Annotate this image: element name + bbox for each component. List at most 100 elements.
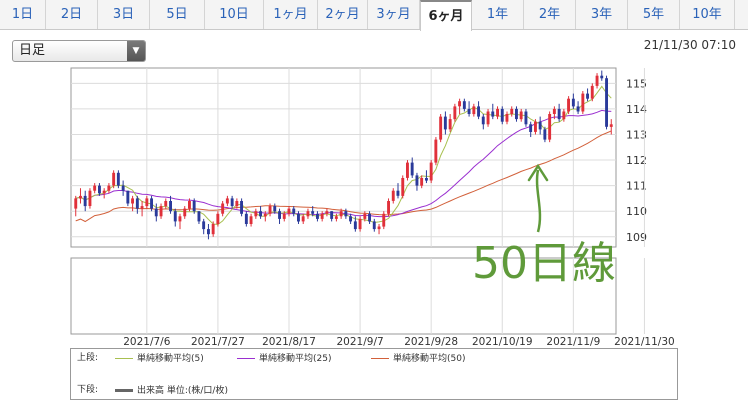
candle-body bbox=[391, 190, 395, 201]
y-tick-label: 110 bbox=[626, 205, 647, 218]
tab-8[interactable]: 3ヶ月 bbox=[368, 0, 420, 29]
x-tick-label: 2021/7/6 bbox=[123, 336, 170, 348]
candle-body bbox=[254, 211, 258, 217]
candle-period-select[interactable]: 日足 ▼ bbox=[12, 40, 146, 62]
candle-body bbox=[339, 211, 343, 217]
y-tick-label: 114 bbox=[626, 103, 647, 116]
candle-body bbox=[316, 213, 319, 219]
candle-body bbox=[102, 190, 106, 194]
candle-body bbox=[510, 108, 514, 114]
legend-ma50-swatch bbox=[371, 358, 389, 359]
candle-body bbox=[396, 190, 400, 196]
candle-body bbox=[169, 201, 172, 212]
x-tick-label: 2021/9/7 bbox=[337, 336, 384, 348]
candle-body bbox=[448, 119, 452, 130]
candle-body bbox=[192, 201, 196, 212]
tab-5[interactable]: 10日 bbox=[205, 0, 264, 29]
candle-body bbox=[173, 211, 177, 222]
candle-body bbox=[590, 85, 594, 99]
candle-body bbox=[107, 185, 111, 191]
candle-body bbox=[268, 206, 272, 214]
annotation-arrow-shaft bbox=[535, 169, 542, 233]
candle-body bbox=[74, 198, 78, 209]
candle-body bbox=[249, 216, 253, 224]
x-tick-label: 2021/10/19 bbox=[472, 336, 533, 348]
candle-body bbox=[116, 172, 120, 186]
chart-legend: 上段: 単純移動平均(5) 単純移動平均(25) 単純移動平均(50) 下段: … bbox=[70, 348, 678, 400]
candle-body bbox=[297, 213, 300, 222]
tab-11[interactable]: 2年 bbox=[524, 0, 576, 29]
y-tick-label: 112 bbox=[626, 154, 647, 167]
candle-body bbox=[543, 129, 547, 140]
y-tick-label: 113 bbox=[626, 128, 647, 141]
tab-10[interactable]: 1年 bbox=[472, 0, 524, 29]
tab-6[interactable]: 1ヶ月 bbox=[264, 0, 318, 29]
x-tick-label: 2021/9/28 bbox=[404, 336, 458, 348]
legend-upper-row: 上段: bbox=[77, 351, 98, 365]
candle-body bbox=[439, 116, 443, 140]
x-tick-label: 2021/11/30 bbox=[614, 336, 675, 348]
annotation-arrow-head bbox=[527, 163, 549, 182]
candle-body bbox=[552, 108, 556, 114]
candle-body bbox=[557, 108, 561, 120]
candle-body bbox=[235, 201, 239, 207]
candle-body bbox=[121, 185, 125, 191]
candle-body bbox=[429, 162, 433, 181]
tab-13[interactable]: 5年 bbox=[628, 0, 680, 29]
y-tick-label: 109 bbox=[626, 231, 647, 244]
tab-3[interactable]: 3日 bbox=[98, 0, 150, 29]
candle-body bbox=[301, 216, 305, 222]
candle-body bbox=[434, 139, 438, 163]
candle-body bbox=[467, 108, 471, 114]
tab-1[interactable]: 1日 bbox=[0, 0, 46, 29]
legend-lower-label: 下段: bbox=[77, 385, 99, 395]
candle-body bbox=[278, 211, 281, 219]
tab-2[interactable]: 2日 bbox=[46, 0, 98, 29]
candle-body bbox=[344, 211, 348, 217]
candle-body bbox=[600, 75, 604, 79]
candle-body bbox=[240, 201, 243, 214]
candle-body bbox=[567, 98, 570, 112]
candle-body bbox=[93, 185, 97, 191]
annotation-label: 50日線 bbox=[472, 238, 616, 289]
dropdown-arrow-icon[interactable]: ▼ bbox=[127, 41, 145, 61]
candle-body bbox=[131, 198, 134, 204]
candle-body bbox=[140, 206, 144, 209]
candle-body bbox=[443, 116, 447, 130]
legend-ma5: 単純移動平均(5) bbox=[115, 351, 204, 364]
candle-body bbox=[515, 108, 518, 120]
tab-4[interactable]: 5日 bbox=[150, 0, 205, 29]
price-panel-frame bbox=[70, 67, 617, 248]
candle-body bbox=[334, 216, 338, 219]
candle-body bbox=[126, 190, 130, 204]
candle-body bbox=[496, 108, 499, 117]
candle-body bbox=[387, 201, 390, 214]
candle-body bbox=[263, 213, 267, 217]
candle-body bbox=[410, 162, 414, 176]
y-tick-label: 115 bbox=[626, 77, 647, 90]
candle-body bbox=[425, 178, 428, 181]
candle-body bbox=[562, 111, 566, 120]
candle-body bbox=[377, 226, 381, 230]
tab-7[interactable]: 2ヶ月 bbox=[318, 0, 368, 29]
candle-body bbox=[135, 198, 139, 209]
candle-body bbox=[595, 75, 599, 86]
candle-body bbox=[207, 229, 210, 235]
candle-body bbox=[571, 98, 575, 107]
candle-body bbox=[154, 208, 158, 217]
candle-body bbox=[183, 208, 187, 217]
candle-body bbox=[581, 93, 585, 112]
legend-volume-label: 出来高 単位:(株/口/枚) bbox=[137, 386, 228, 396]
candle-body bbox=[292, 208, 296, 214]
tab-12[interactable]: 3年 bbox=[576, 0, 628, 29]
candle-body bbox=[330, 211, 334, 219]
tab-9[interactable]: 6ヶ月 bbox=[420, 0, 472, 31]
candle-body bbox=[197, 211, 201, 222]
candle-body bbox=[372, 221, 376, 230]
candle-body bbox=[500, 108, 504, 122]
candle-body bbox=[145, 198, 149, 207]
candle-body bbox=[491, 111, 495, 117]
candle-body bbox=[282, 213, 286, 219]
tab-14[interactable]: 10年 bbox=[680, 0, 735, 29]
legend-ma5-swatch bbox=[115, 358, 133, 359]
